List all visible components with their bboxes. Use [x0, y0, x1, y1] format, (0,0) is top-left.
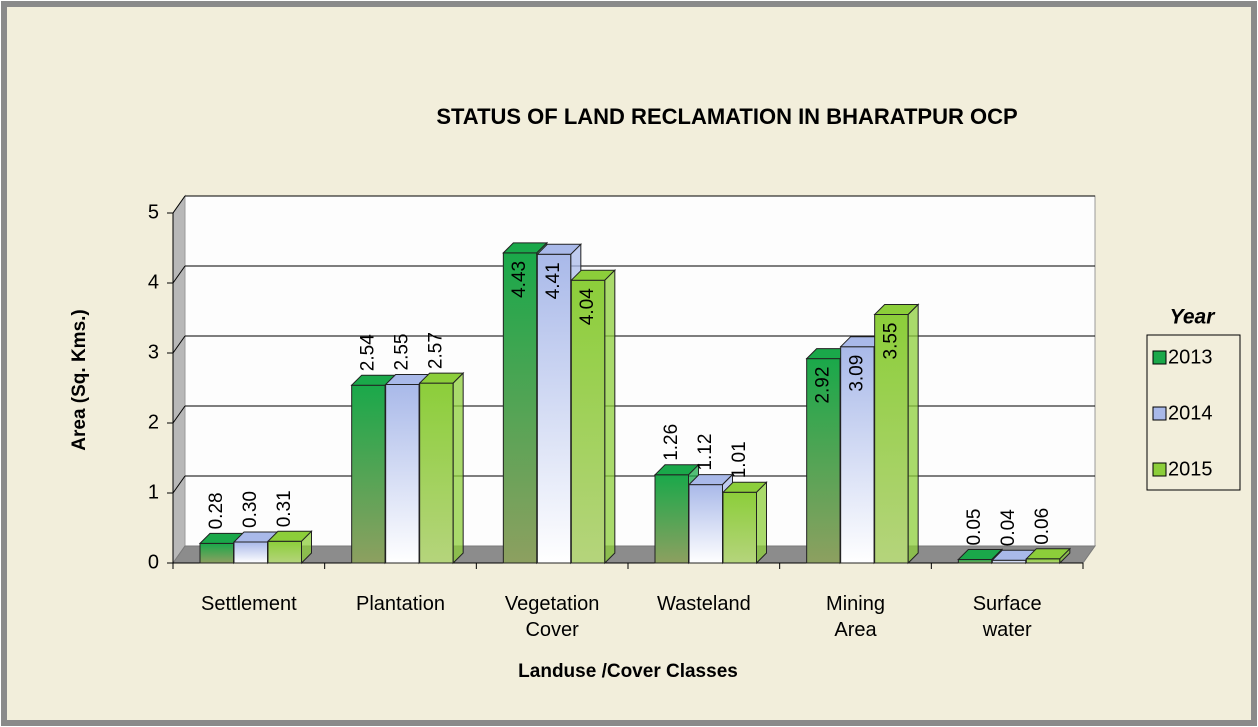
bar: [1025, 558, 1061, 564]
bar: [688, 484, 723, 564]
legend-swatch: [1152, 406, 1167, 421]
legend-label: 2013: [1168, 346, 1213, 368]
data-label: 2.92: [812, 367, 833, 404]
bar: [502, 252, 538, 564]
data-label: 1.26: [661, 424, 682, 461]
bar-side: [604, 268, 616, 565]
grid-line-side: [172, 475, 186, 494]
chart-title: STATUS OF LAND RECLAMATION IN BHARATPUR …: [436, 104, 1017, 129]
bar: [654, 474, 689, 564]
data-label: 2.57: [425, 332, 446, 369]
data-label: 3.55: [880, 323, 901, 360]
grid-line-side: [172, 405, 186, 424]
bar: [385, 384, 420, 564]
y-tick-label: 1: [148, 481, 159, 503]
data-label: 0.06: [1032, 508, 1053, 545]
grid-line-side: [172, 195, 186, 214]
x-tick-label: Plantation: [356, 593, 445, 615]
x-tick-label: Surface water: [972, 593, 1042, 641]
x-tick-label: Settlement: [201, 593, 297, 615]
bar: [840, 346, 875, 564]
y-tick-label: 2: [148, 411, 159, 433]
data-label: 1.01: [729, 441, 750, 478]
x-tick-label: Mining Area: [826, 593, 885, 641]
data-label: 2.54: [357, 334, 378, 371]
data-label: 0.28: [206, 492, 227, 529]
y-axis-label: Area (Sq. Kms.): [69, 309, 90, 450]
legend-swatch: [1152, 462, 1167, 477]
bar: [351, 384, 386, 564]
data-label: 0.31: [274, 490, 295, 527]
y-tick-label: 5: [148, 201, 159, 223]
x-tick-label: Wasteland: [656, 593, 751, 615]
bar: [233, 541, 268, 564]
data-label: 4.04: [577, 288, 598, 325]
x-axis-label: Landuse /Cover Classes: [518, 661, 738, 682]
y-tick-label: 4: [148, 271, 159, 293]
y-tick-label: 3: [148, 341, 159, 363]
legend-label: 2014: [1168, 402, 1213, 424]
data-label: 0.05: [964, 509, 985, 546]
data-label: 1.12: [695, 434, 716, 471]
legend-swatch: [1152, 350, 1167, 365]
bar-side: [1059, 547, 1071, 565]
data-label: 3.09: [846, 355, 867, 392]
bar: [199, 542, 234, 564]
data-label: 4.41: [543, 262, 564, 299]
x-tick-label: Vegetation Cover: [504, 593, 600, 641]
bar: [957, 559, 993, 564]
bar: [722, 491, 757, 564]
bar-side: [907, 303, 919, 565]
bar: [419, 382, 454, 564]
legend-label: 2015: [1168, 458, 1213, 480]
plot-side-wall: [172, 194, 186, 565]
bar: [267, 540, 302, 564]
bar-side: [452, 371, 464, 565]
bar-side: [301, 530, 312, 565]
bar: [570, 279, 606, 564]
grid-line-side: [172, 335, 186, 354]
data-label: 0.04: [998, 509, 1019, 546]
bar-side: [756, 481, 767, 565]
data-label: 0.30: [240, 491, 261, 528]
grid-line-side: [172, 265, 186, 284]
bar: [536, 253, 572, 564]
data-label: 2.55: [391, 334, 412, 371]
data-label: 4.43: [509, 261, 530, 298]
y-tick-label: 0: [148, 551, 159, 573]
plot-back-wall: [184, 195, 1096, 547]
legend-title: Year: [1170, 306, 1217, 329]
